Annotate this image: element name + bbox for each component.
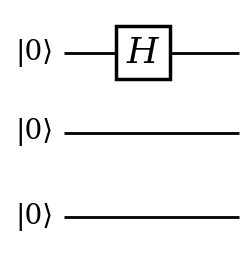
Bar	[116, 26, 170, 80]
Text: |0⟩: |0⟩	[15, 203, 53, 231]
Text: |0⟩: |0⟩	[15, 118, 53, 147]
Text: H: H	[127, 36, 158, 70]
Text: |0⟩: |0⟩	[15, 39, 53, 67]
